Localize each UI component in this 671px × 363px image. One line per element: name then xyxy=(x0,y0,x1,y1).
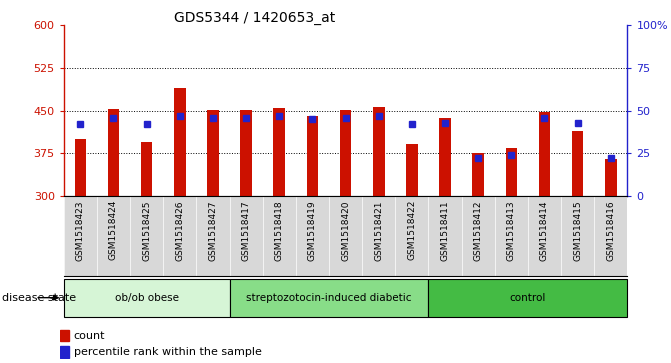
Text: control: control xyxy=(510,293,546,303)
Bar xyxy=(107,109,119,196)
Text: GSM1518420: GSM1518420 xyxy=(341,200,350,261)
Bar xyxy=(340,110,352,196)
Bar xyxy=(74,139,86,196)
Bar xyxy=(472,153,484,196)
Bar xyxy=(505,148,517,196)
Text: GSM1518414: GSM1518414 xyxy=(540,200,549,261)
Text: GSM1518423: GSM1518423 xyxy=(76,200,85,261)
Text: GSM1518425: GSM1518425 xyxy=(142,200,151,261)
Text: GSM1518427: GSM1518427 xyxy=(209,200,217,261)
Text: GSM1518417: GSM1518417 xyxy=(242,200,250,261)
FancyBboxPatch shape xyxy=(64,279,229,317)
Text: GSM1518422: GSM1518422 xyxy=(407,200,417,260)
Bar xyxy=(572,131,584,196)
Text: GSM1518412: GSM1518412 xyxy=(474,200,482,261)
Text: GSM1518419: GSM1518419 xyxy=(308,200,317,261)
Text: GSM1518413: GSM1518413 xyxy=(507,200,516,261)
Bar xyxy=(539,113,550,196)
Text: GDS5344 / 1420653_at: GDS5344 / 1420653_at xyxy=(174,11,336,25)
Text: ob/ob obese: ob/ob obese xyxy=(115,293,178,303)
Bar xyxy=(207,110,219,196)
Bar xyxy=(60,346,69,358)
Text: GSM1518416: GSM1518416 xyxy=(607,200,615,261)
Bar xyxy=(605,159,617,196)
Text: disease state: disease state xyxy=(2,293,76,303)
Text: streptozotocin-induced diabetic: streptozotocin-induced diabetic xyxy=(246,293,412,303)
Text: GSM1518421: GSM1518421 xyxy=(374,200,383,261)
Text: GSM1518415: GSM1518415 xyxy=(573,200,582,261)
Bar xyxy=(440,118,451,196)
Bar xyxy=(274,108,285,196)
Bar xyxy=(373,107,384,196)
Text: GSM1518424: GSM1518424 xyxy=(109,200,118,260)
FancyBboxPatch shape xyxy=(429,279,627,317)
Bar xyxy=(141,142,152,196)
Text: GSM1518411: GSM1518411 xyxy=(441,200,450,261)
FancyBboxPatch shape xyxy=(229,279,429,317)
Bar xyxy=(307,117,318,196)
Bar xyxy=(174,88,186,196)
Text: percentile rank within the sample: percentile rank within the sample xyxy=(74,347,262,357)
Text: count: count xyxy=(74,331,105,341)
Text: GSM1518426: GSM1518426 xyxy=(175,200,185,261)
Bar xyxy=(240,110,252,196)
Bar xyxy=(60,330,69,341)
Bar xyxy=(406,144,417,196)
Text: GSM1518418: GSM1518418 xyxy=(274,200,284,261)
